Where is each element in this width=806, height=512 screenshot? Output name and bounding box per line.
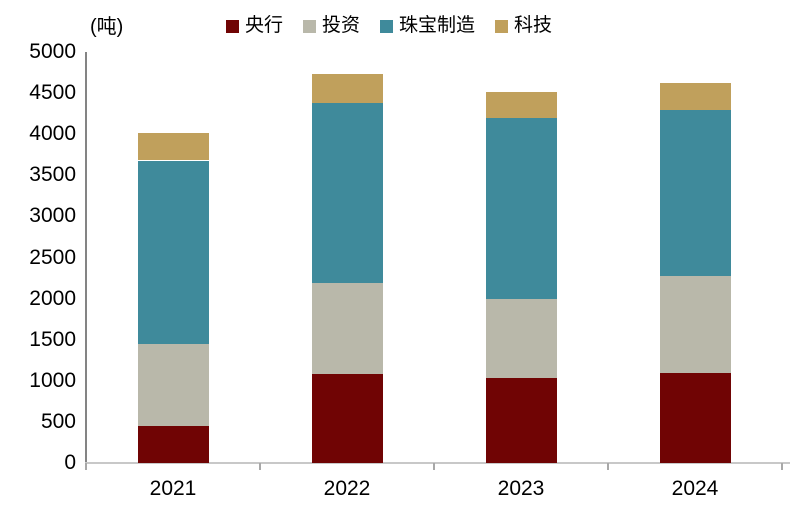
y-axis-unit-label: (吨) bbox=[90, 16, 124, 38]
y-axis-tick-label: 0 bbox=[64, 451, 76, 474]
legend-label-jewelry-manufacturing: 珠宝制造 bbox=[399, 15, 476, 36]
bar-segment-central-bank-2021 bbox=[137, 426, 209, 463]
legend-swatch-jewelry-manufacturing-icon bbox=[380, 19, 394, 33]
bar-segment-jewelry-manufacturing-2023 bbox=[485, 117, 557, 299]
x-axis-tick bbox=[607, 463, 609, 470]
x-axis-category-label: 2022 bbox=[323, 477, 371, 500]
bar-segment-central-bank-2024 bbox=[659, 373, 731, 463]
x-axis-category-label: 2024 bbox=[671, 477, 719, 500]
y-axis-tick-label: 1500 bbox=[29, 327, 76, 351]
bar-segment-jewelry-manufacturing-2024 bbox=[659, 109, 731, 277]
y-axis-tick-label: 2500 bbox=[29, 245, 76, 269]
y-axis-tick-label: 3500 bbox=[29, 163, 76, 187]
x-axis-tick bbox=[85, 463, 87, 470]
legend-label-investment: 投资 bbox=[322, 15, 361, 36]
legend-swatch-central-bank-icon bbox=[226, 19, 239, 33]
legend-swatch-investment-icon bbox=[303, 19, 317, 33]
legend-item-central-bank: 央行 bbox=[226, 15, 283, 37]
y-axis-tick-label: 4500 bbox=[29, 81, 76, 105]
bar-segment-jewelry-manufacturing-2021 bbox=[137, 160, 209, 344]
bar-segment-investment-2024 bbox=[659, 276, 731, 374]
y-axis-tick-label: 4000 bbox=[29, 122, 76, 146]
x-axis-category-label: 2023 bbox=[497, 477, 545, 500]
bar-segment-investment-2021 bbox=[137, 343, 209, 426]
x-axis-tick bbox=[259, 463, 261, 470]
legend-item-investment: 投资 bbox=[303, 15, 360, 37]
bar-segment-central-bank-2023 bbox=[485, 377, 557, 463]
bar-segment-technology-2022 bbox=[311, 74, 383, 103]
bar-segment-central-bank-2022 bbox=[311, 374, 383, 463]
legend-label-central-bank: 央行 bbox=[245, 15, 284, 36]
bar-segment-investment-2022 bbox=[311, 282, 383, 375]
y-axis-tick-label: 1000 bbox=[29, 368, 76, 392]
x-axis-category-label: 2021 bbox=[149, 477, 197, 500]
legend-item-jewelry-manufacturing: 珠宝制造 bbox=[380, 15, 475, 37]
bar-segment-technology-2024 bbox=[659, 83, 731, 110]
bar-segment-investment-2023 bbox=[485, 298, 557, 378]
legend-label-technology: 科技 bbox=[514, 15, 553, 36]
legend-swatch-technology-icon bbox=[495, 19, 509, 33]
x-axis-line bbox=[85, 462, 790, 464]
x-axis-tick bbox=[781, 463, 783, 470]
y-axis-tick-label: 3000 bbox=[29, 204, 76, 228]
bar-segment-technology-2021 bbox=[137, 132, 209, 161]
bar-segment-jewelry-manufacturing-2022 bbox=[311, 102, 383, 283]
y-axis-tick-label: 500 bbox=[40, 409, 76, 433]
y-axis-line bbox=[85, 52, 87, 464]
legend-item-technology: 科技 bbox=[495, 15, 552, 37]
x-axis-tick bbox=[433, 463, 435, 470]
y-axis-tick-label: 5000 bbox=[29, 40, 76, 63]
bar-segment-technology-2023 bbox=[485, 92, 557, 118]
chart-legend: 央行 投资 珠宝制造 科技 bbox=[226, 15, 552, 37]
y-axis-tick-label: 2000 bbox=[29, 286, 76, 310]
